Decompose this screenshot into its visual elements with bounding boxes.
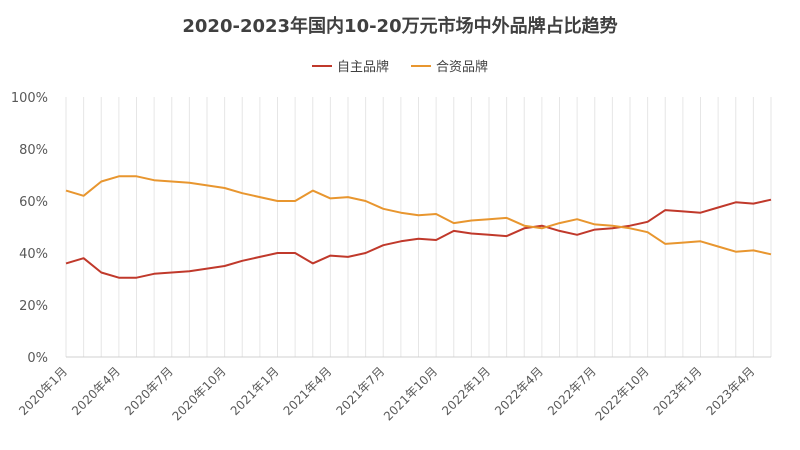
legend-label-domestic: 自主品牌 [336,60,389,75]
legend-label-joint-venture: 合资品牌 [436,60,489,75]
legend-swatch-domestic [311,64,332,67]
x-tick-label: 2021年10月 [381,364,440,423]
y-tick-label: 0% [27,351,48,366]
x-tick-label: 2022年7月 [545,364,599,418]
x-tick-label: 2021年1月 [228,364,282,418]
legend-swatch-joint-venture [411,64,431,67]
y-tick-label: 40% [19,247,48,262]
x-tick-label: 2020年4月 [69,364,123,418]
x-tick-label: 2023年4月 [704,364,758,418]
x-tick-label: 2021年7月 [333,364,387,418]
grid [65,97,772,358]
x-tick-label: 2020年1月 [16,364,70,418]
series-line-joint-venture [65,175,772,256]
y-tick-label: 60% [19,195,48,210]
x-tick-label: 2020年10月 [169,364,228,423]
chart-title: 2020-2023年国内10-20万元市场中外品牌占比趋势 [182,16,618,37]
y-tick-label: 100% [11,91,48,106]
x-tick-label: 2022年4月 [492,364,546,418]
legend: 自主品牌 合资品牌 [0,56,800,75]
legend-item-joint-venture: 合资品牌 [411,56,488,75]
series-lines [65,175,772,279]
y-tick-label: 20% [19,299,48,314]
x-tick-label: 2020年7月 [122,364,176,418]
series-line-domestic [65,198,772,279]
x-tick-label: 2023年1月 [651,364,705,418]
y-axis: 0% 20% 40% 60% 80% 100% [11,91,48,366]
legend-item-domestic: 自主品牌 [311,56,389,75]
y-tick-label: 80% [19,143,48,158]
x-tick-label: 2021年4月 [281,364,335,418]
x-tick-label: 2022年10月 [592,364,651,423]
x-tick-label: 2022年1月 [439,364,493,418]
